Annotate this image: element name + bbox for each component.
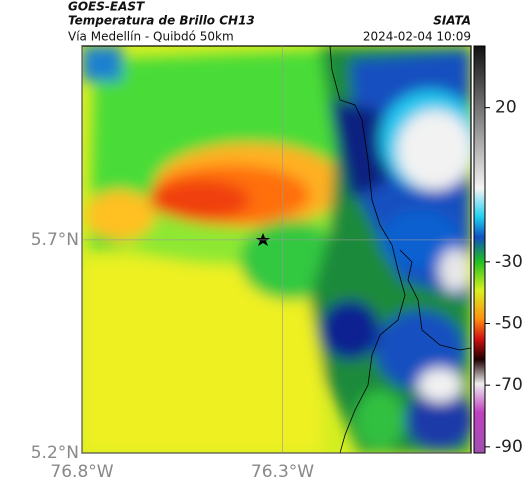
colorbar-tick-label: 20 [495,98,517,118]
y-tick-label: 5.2°N [31,443,79,463]
x-tick-label: 76.8°W [50,462,113,482]
region: Vía Medellín - Quibdó 50km [68,30,234,44]
colorbar-tick-label: -30 [495,252,523,272]
brightness-field [82,46,471,453]
satellite: GOES-EAST [68,0,145,14]
product: Temperatura de Brillo CH13 [68,14,255,28]
colorbar-tick-label: -70 [495,375,523,395]
x-tick-label: 76.3°W [251,462,314,482]
y-tick-label: 5.7°N [31,230,79,250]
colorbar-tick-label: -50 [495,314,523,334]
colorbar-tick-label: -90 [495,437,523,457]
colorbar [473,45,486,454]
timestamp: 2024-02-04 10:09 [363,30,471,44]
source: SIATA [433,14,471,28]
